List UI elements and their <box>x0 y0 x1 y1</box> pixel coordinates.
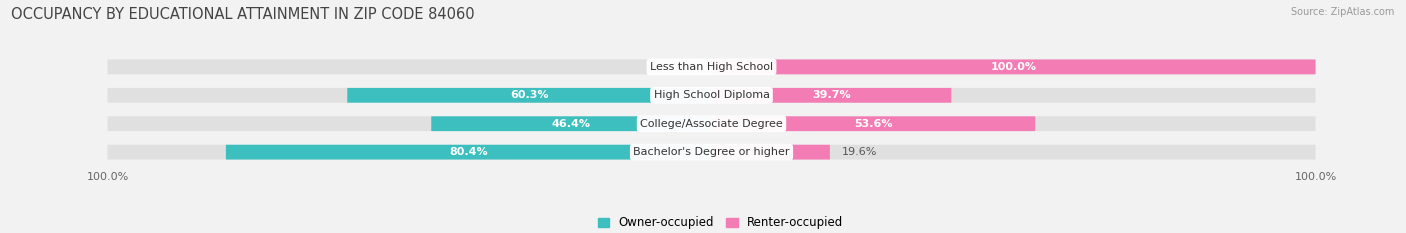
FancyBboxPatch shape <box>226 145 711 160</box>
FancyBboxPatch shape <box>711 88 952 103</box>
Text: 46.4%: 46.4% <box>553 119 591 129</box>
FancyBboxPatch shape <box>107 59 711 74</box>
Text: College/Associate Degree: College/Associate Degree <box>640 119 783 129</box>
Text: 60.3%: 60.3% <box>510 90 548 100</box>
FancyBboxPatch shape <box>347 88 711 103</box>
FancyBboxPatch shape <box>107 116 711 131</box>
FancyBboxPatch shape <box>711 145 830 160</box>
FancyBboxPatch shape <box>711 145 1316 160</box>
Legend: Owner-occupied, Renter-occupied: Owner-occupied, Renter-occupied <box>593 212 848 233</box>
FancyBboxPatch shape <box>107 145 711 160</box>
Text: 39.7%: 39.7% <box>813 90 851 100</box>
FancyBboxPatch shape <box>432 116 711 131</box>
FancyBboxPatch shape <box>711 59 1316 74</box>
FancyBboxPatch shape <box>711 116 1316 131</box>
Text: 53.6%: 53.6% <box>853 119 893 129</box>
FancyBboxPatch shape <box>711 88 1316 103</box>
FancyBboxPatch shape <box>711 116 1035 131</box>
Text: 80.4%: 80.4% <box>450 147 488 157</box>
Text: High School Diploma: High School Diploma <box>654 90 769 100</box>
Text: Less than High School: Less than High School <box>650 62 773 72</box>
Text: Bachelor's Degree or higher: Bachelor's Degree or higher <box>633 147 790 157</box>
Text: 19.6%: 19.6% <box>842 147 877 157</box>
Text: 100.0%: 100.0% <box>990 62 1036 72</box>
Text: Source: ZipAtlas.com: Source: ZipAtlas.com <box>1291 7 1395 17</box>
FancyBboxPatch shape <box>107 88 711 103</box>
FancyBboxPatch shape <box>711 59 1316 74</box>
Text: 0.0%: 0.0% <box>671 62 699 72</box>
Text: OCCUPANCY BY EDUCATIONAL ATTAINMENT IN ZIP CODE 84060: OCCUPANCY BY EDUCATIONAL ATTAINMENT IN Z… <box>11 7 475 22</box>
